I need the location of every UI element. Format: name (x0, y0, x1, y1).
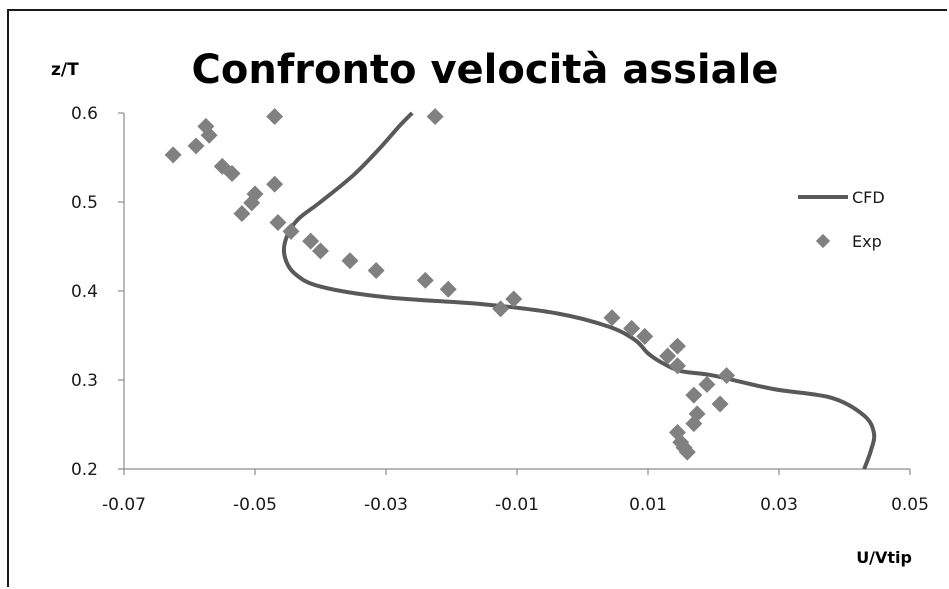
plot-area (164, 108, 877, 470)
exp-data-point (426, 108, 444, 126)
legend-exp-label: Exp (852, 232, 882, 251)
legend: CFD Exp (798, 188, 885, 251)
x-tick-label: -0.07 (102, 495, 146, 515)
exp-data-point (246, 185, 264, 203)
x-tick-label: -0.05 (233, 495, 277, 515)
legend-cfd-label: CFD (852, 188, 885, 207)
exp-data-point (302, 232, 320, 250)
exp-data-point (266, 108, 284, 126)
exp-data-point (668, 357, 686, 375)
exp-data-point (711, 395, 729, 413)
exp-data-point (685, 415, 703, 433)
x-tick-label: 0.05 (891, 495, 929, 515)
exp-data-point (439, 280, 457, 298)
exp-data-point (659, 347, 677, 365)
axes (118, 112, 911, 475)
exp-data-point (282, 222, 300, 240)
y-tick-label: 0.6 (71, 104, 98, 124)
exp-data-point (367, 262, 385, 280)
x-tick-label: -0.01 (495, 495, 539, 515)
exp-data-point (266, 175, 284, 193)
y-tick-label: 0.5 (71, 193, 98, 213)
exp-data-point (164, 146, 182, 164)
x-axis-label: U/Vtip (856, 548, 912, 567)
x-tick-labels: -0.07 -0.05 -0.03 -0.01 0.01 0.03 0.05 (102, 495, 929, 515)
exp-data-point (698, 375, 716, 393)
x-tick-label: -0.03 (364, 495, 408, 515)
y-tick-label: 0.2 (71, 460, 98, 480)
exp-data-point (668, 337, 686, 355)
x-tick-label: 0.03 (760, 495, 798, 515)
exp-data-point (269, 213, 287, 231)
chart-title: Confronto velocità assiale (192, 47, 779, 93)
y-axis-label: z/T (51, 60, 79, 80)
y-tick-labels: 0.2 0.3 0.4 0.5 0.6 (71, 104, 98, 480)
exp-data-point (685, 386, 703, 404)
exp-data-point (233, 205, 251, 223)
y-tick-label: 0.4 (71, 282, 98, 302)
exp-data-point (623, 319, 641, 337)
legend-exp-marker (815, 233, 831, 249)
exp-data-point (187, 137, 205, 155)
exp-data-point (636, 327, 654, 345)
chart-frame (7, 9, 947, 587)
exp-data-point (416, 271, 434, 289)
exp-data-point (200, 126, 218, 144)
exp-data-point (312, 242, 329, 260)
cfd-series-line (281, 111, 877, 470)
exp-data-point (223, 165, 241, 183)
exp-data-point (718, 367, 736, 385)
y-tick-label: 0.3 (71, 371, 98, 391)
x-tick-label: 0.01 (629, 495, 667, 515)
exp-data-point (603, 309, 621, 327)
exp-data-point (341, 252, 359, 270)
exp-data-point (678, 443, 696, 461)
exp-data-point (492, 300, 510, 318)
